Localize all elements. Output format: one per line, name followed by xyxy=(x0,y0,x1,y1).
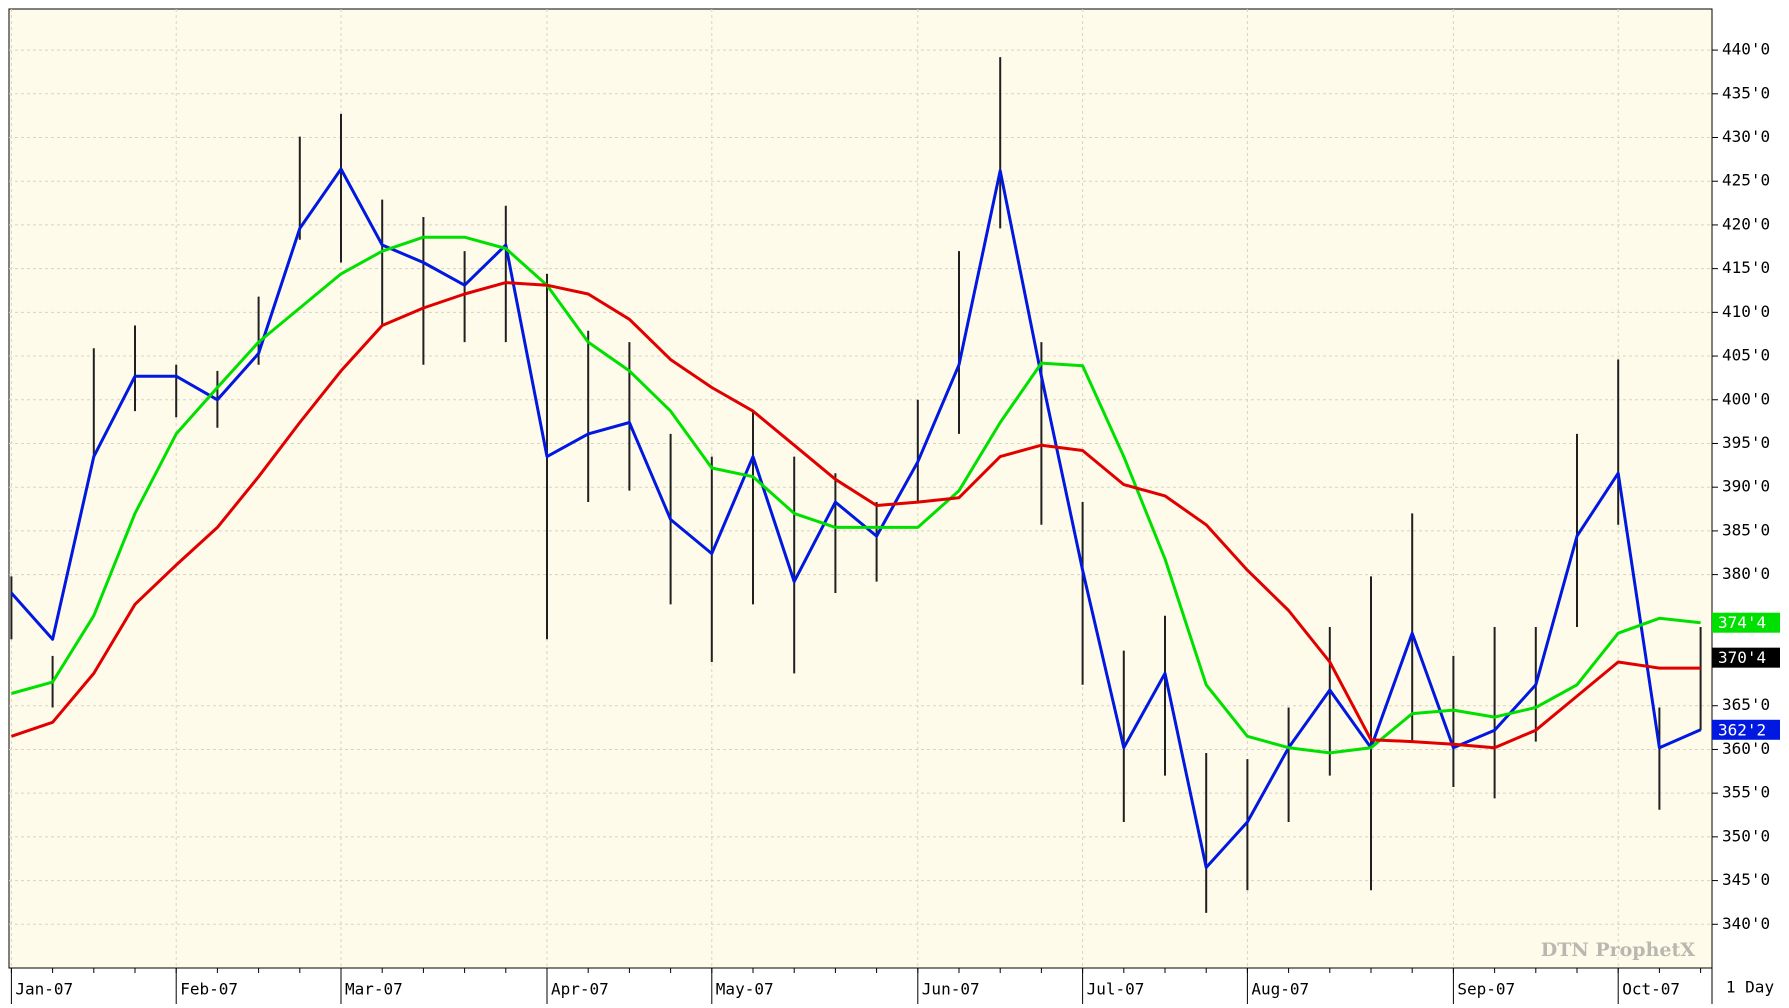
y-tick-label: 355'0 xyxy=(1722,783,1770,802)
y-tick-label: 440'0 xyxy=(1722,40,1770,59)
x-tick-label: May-07 xyxy=(716,980,774,999)
y-tick-label: 415'0 xyxy=(1722,258,1770,277)
y-tick-label: 430'0 xyxy=(1722,127,1770,146)
y-tick-label: 410'0 xyxy=(1722,302,1770,321)
x-tick-label: Mar-07 xyxy=(345,980,403,999)
y-tick-label: 360'0 xyxy=(1722,739,1770,758)
x-tick-label: Feb-07 xyxy=(180,980,238,999)
y-tick-label: 395'0 xyxy=(1722,433,1770,452)
y-tick-label: 345'0 xyxy=(1722,870,1770,889)
watermark: DTN ProphetX xyxy=(1541,939,1696,961)
x-tick-label: Sep-07 xyxy=(1457,980,1515,999)
last-price-tag xyxy=(1712,647,1780,668)
plot-area xyxy=(8,8,1713,969)
y-tick-label: 400'0 xyxy=(1722,389,1770,408)
x-tick-label: Jun-07 xyxy=(922,980,980,999)
last-value-label: 374'4 xyxy=(1718,613,1766,632)
y-tick-label: 390'0 xyxy=(1722,477,1770,496)
moving-average-line xyxy=(10,167,1702,869)
y-tick-label: 380'0 xyxy=(1722,564,1770,583)
y-tick-label: 405'0 xyxy=(1722,346,1770,365)
x-tick-label: Aug-07 xyxy=(1251,980,1309,999)
moving-average-line xyxy=(10,281,1701,750)
last-price-label: 370'4 xyxy=(1718,648,1766,667)
x-tick-label: Jul-07 xyxy=(1087,980,1145,999)
y-tick-label: 350'0 xyxy=(1722,826,1770,845)
y-tick-label: 340'0 xyxy=(1722,914,1770,933)
x-tick-label: Oct-07 xyxy=(1622,980,1680,999)
x-tick-label: Jan-07 xyxy=(15,980,73,999)
last-value-label: 362'2 xyxy=(1718,720,1766,739)
y-tick-label: 435'0 xyxy=(1722,83,1770,102)
x-tick-label: Apr-07 xyxy=(551,980,609,999)
last-value-tag xyxy=(1712,612,1780,633)
y-tick-label: 365'0 xyxy=(1722,695,1770,714)
y-tick-label: 385'0 xyxy=(1722,520,1770,539)
y-tick-label: 425'0 xyxy=(1722,171,1770,190)
last-value-tag xyxy=(1712,719,1780,740)
moving-average-line xyxy=(10,235,1701,755)
interval-label: 1 Day xyxy=(1726,978,1775,997)
y-tick-label: 420'0 xyxy=(1722,214,1770,233)
